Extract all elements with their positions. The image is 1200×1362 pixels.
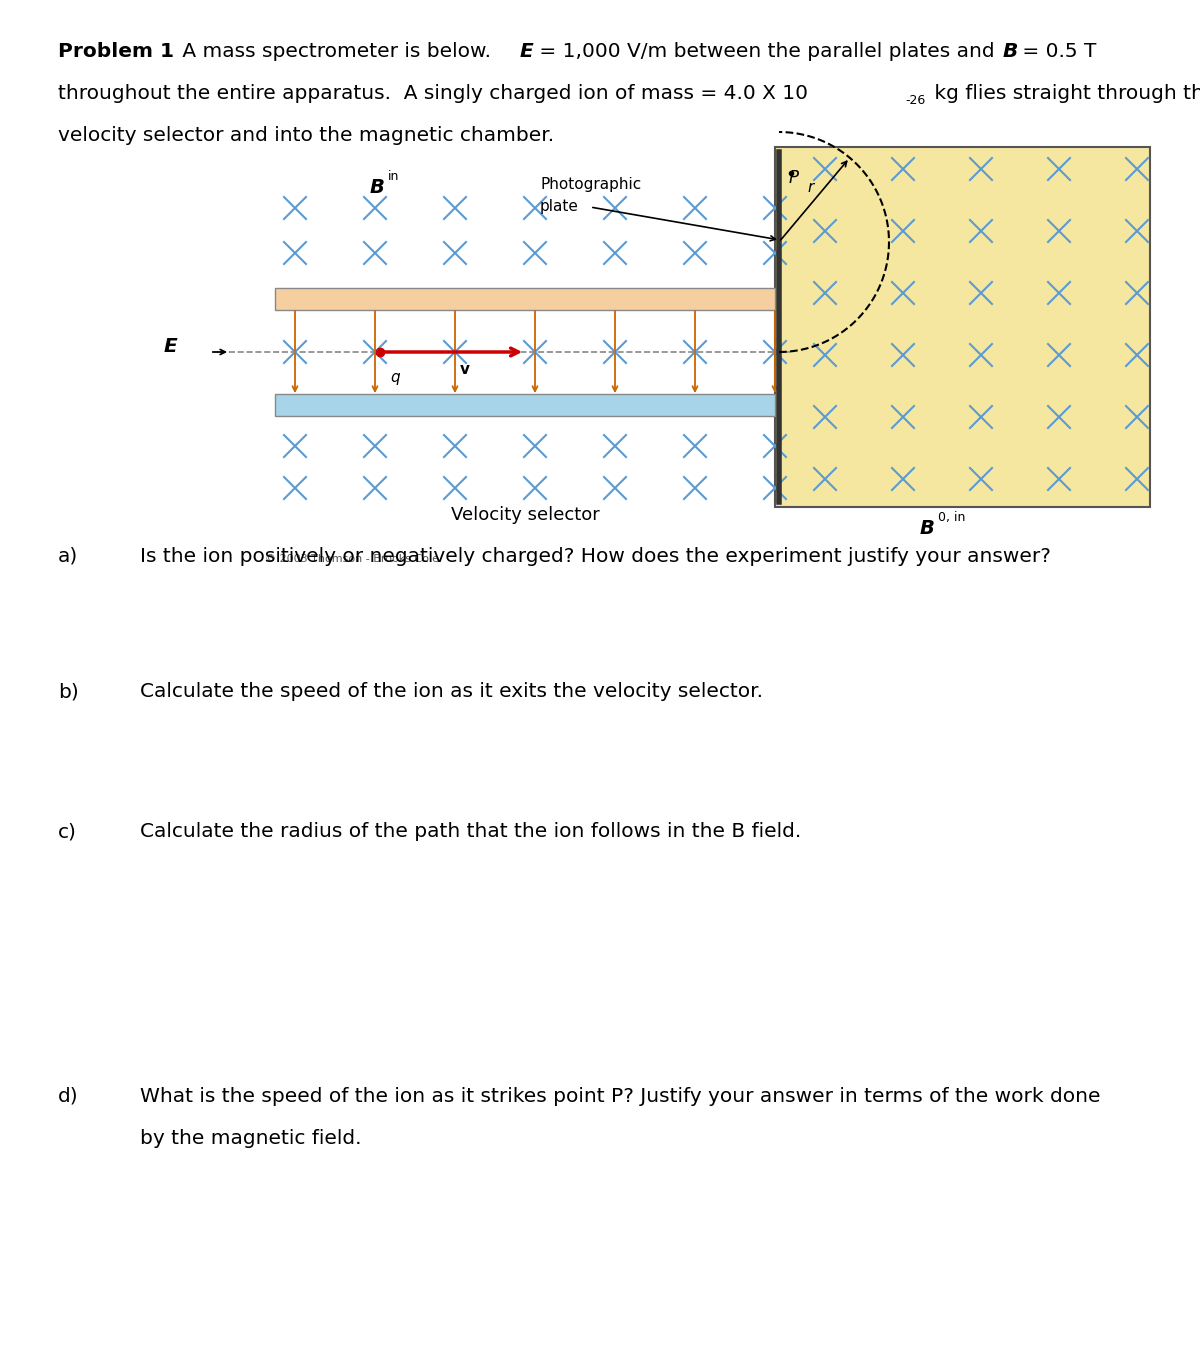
Text: Is the ion positively or negatively charged? How does the experiment justify you: Is the ion positively or negatively char… bbox=[140, 548, 1051, 567]
Text: b): b) bbox=[58, 682, 79, 701]
Text: a): a) bbox=[58, 548, 78, 567]
Text: = 0.5 T: = 0.5 T bbox=[1016, 42, 1097, 61]
Text: d): d) bbox=[58, 1087, 79, 1106]
Text: Problem 1: Problem 1 bbox=[58, 42, 174, 61]
Text: B: B bbox=[370, 178, 385, 197]
Text: kg flies straight through the: kg flies straight through the bbox=[928, 84, 1200, 104]
Text: Calculate the speed of the ion as it exits the velocity selector.: Calculate the speed of the ion as it exi… bbox=[140, 682, 763, 701]
Text: Velocity selector: Velocity selector bbox=[451, 507, 599, 524]
Text: = 1,000 V/m between the parallel plates and: = 1,000 V/m between the parallel plates … bbox=[533, 42, 1001, 61]
Text: Photographic: Photographic bbox=[540, 177, 641, 192]
Text: in: in bbox=[388, 170, 400, 183]
Text: 0, in: 0, in bbox=[938, 511, 965, 524]
Text: E: E bbox=[163, 338, 178, 357]
Bar bbox=[275, 287, 775, 311]
Text: by the magnetic field.: by the magnetic field. bbox=[140, 1129, 361, 1148]
Text: P: P bbox=[790, 169, 799, 187]
Text: velocity selector and into the magnetic chamber.: velocity selector and into the magnetic … bbox=[58, 127, 554, 144]
Text: Calculate the radius of the path that the ion follows in the B field.: Calculate the radius of the path that th… bbox=[140, 823, 802, 840]
Text: c): c) bbox=[58, 823, 77, 840]
Text: -26: -26 bbox=[905, 94, 925, 108]
Text: plate: plate bbox=[540, 199, 578, 214]
Bar bbox=[775, 147, 1150, 507]
Text: v: v bbox=[460, 362, 470, 377]
Text: B: B bbox=[1003, 42, 1019, 61]
Text: r: r bbox=[808, 180, 814, 195]
Text: q: q bbox=[390, 370, 400, 385]
Text: B: B bbox=[920, 519, 935, 538]
Text: © 2003 Thomson - Brooks Cole: © 2003 Thomson - Brooks Cole bbox=[265, 554, 439, 564]
Text: throughout the entire apparatus.  A singly charged ion of mass = 4.0 X 10: throughout the entire apparatus. A singl… bbox=[58, 84, 808, 104]
Bar bbox=[275, 394, 775, 415]
Text: E: E bbox=[520, 42, 534, 61]
Text: A mass spectrometer is below.: A mass spectrometer is below. bbox=[176, 42, 504, 61]
Text: What is the speed of the ion as it strikes point P? Justify your answer in terms: What is the speed of the ion as it strik… bbox=[140, 1087, 1100, 1106]
